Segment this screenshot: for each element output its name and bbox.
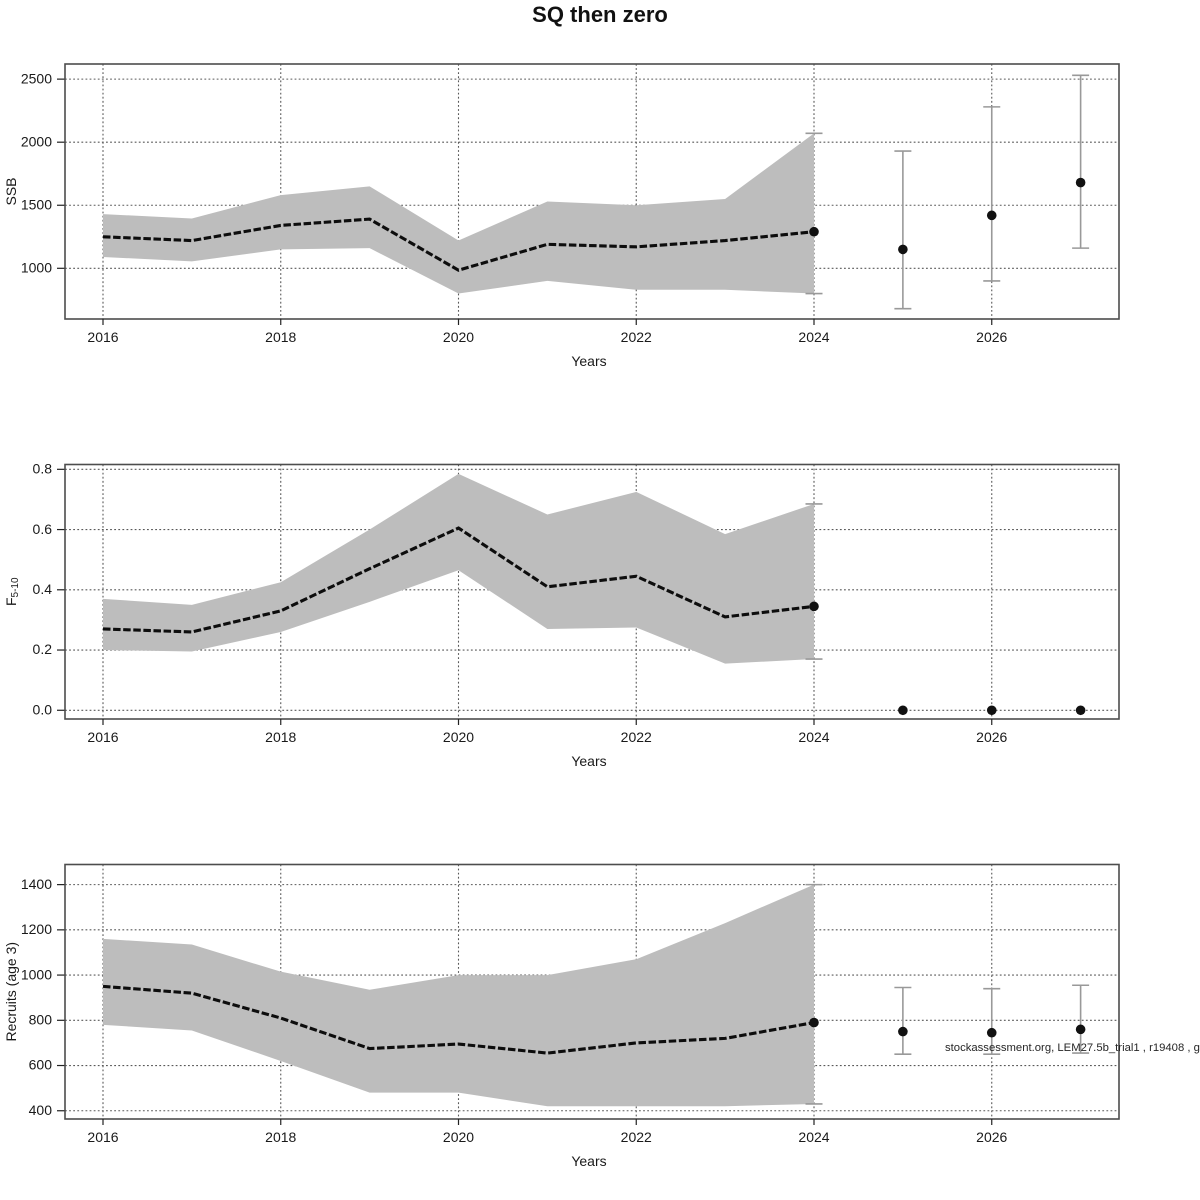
svg-text:2000: 2000 <box>21 133 52 149</box>
svg-text:2018: 2018 <box>265 729 296 745</box>
svg-text:1500: 1500 <box>21 196 52 212</box>
svg-text:2022: 2022 <box>621 329 652 345</box>
svg-text:2016: 2016 <box>87 1129 118 1145</box>
svg-text:2022: 2022 <box>621 729 652 745</box>
svg-text:2018: 2018 <box>265 329 296 345</box>
svg-text:2026: 2026 <box>976 1129 1007 1145</box>
svg-text:SSB: SSB <box>3 177 19 205</box>
svg-text:2024: 2024 <box>798 1129 829 1145</box>
svg-text:2020: 2020 <box>443 1129 474 1145</box>
svg-text:1400: 1400 <box>21 876 52 892</box>
svg-text:1200: 1200 <box>21 921 52 937</box>
svg-text:2024: 2024 <box>798 329 829 345</box>
svg-text:Years: Years <box>571 353 606 369</box>
svg-text:2020: 2020 <box>443 329 474 345</box>
svg-text:600: 600 <box>29 1057 53 1073</box>
svg-text:2024: 2024 <box>798 729 829 745</box>
svg-text:0.4: 0.4 <box>33 581 53 597</box>
svg-text:Years: Years <box>571 1153 606 1169</box>
svg-text:1000: 1000 <box>21 260 52 276</box>
svg-text:stockassessment.org, LEM27.5b_: stockassessment.org, LEM27.5b_trial1 , r… <box>945 1042 1200 1054</box>
svg-text:400: 400 <box>29 1102 53 1118</box>
svg-text:2016: 2016 <box>87 329 118 345</box>
svg-text:2026: 2026 <box>976 729 1007 745</box>
svg-text:800: 800 <box>29 1012 53 1028</box>
svg-text:2026: 2026 <box>976 329 1007 345</box>
svg-text:Recruits (age 3): Recruits (age 3) <box>3 942 19 1042</box>
svg-text:2016: 2016 <box>87 729 118 745</box>
svg-text:Years: Years <box>571 753 606 769</box>
svg-text:2500: 2500 <box>21 70 52 86</box>
svg-text:2018: 2018 <box>265 1129 296 1145</box>
svg-text:0.2: 0.2 <box>33 641 53 657</box>
svg-text:0.6: 0.6 <box>33 521 53 537</box>
svg-text:1000: 1000 <box>21 966 52 982</box>
svg-text:0.8: 0.8 <box>33 461 53 477</box>
svg-text:2020: 2020 <box>443 729 474 745</box>
svg-text:0.0: 0.0 <box>33 701 53 717</box>
svg-text:F5-10: F5-10 <box>3 577 21 606</box>
svg-text:2022: 2022 <box>621 1129 652 1145</box>
